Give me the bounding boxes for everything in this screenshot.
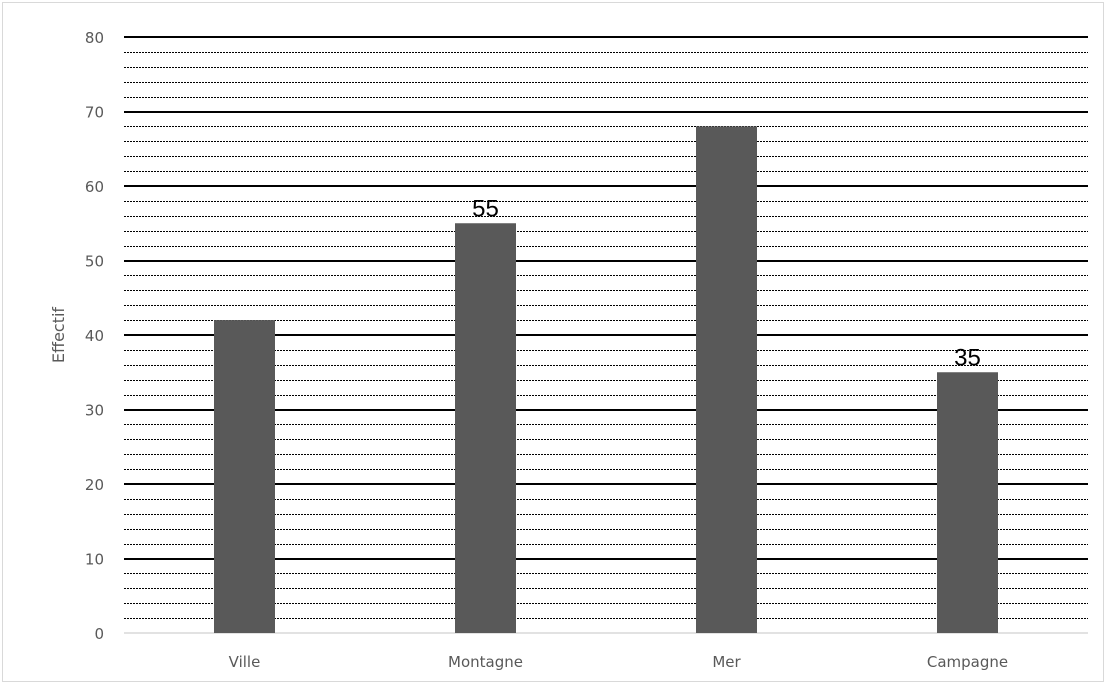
y-tick-label: 30 xyxy=(85,402,104,420)
x-tick-label: Campagne xyxy=(927,653,1008,671)
x-tick-labels: Ville Montagne Mer Campagne xyxy=(229,653,1008,671)
bar xyxy=(214,320,275,633)
bars xyxy=(214,126,998,633)
bar xyxy=(937,372,998,633)
data-label: 35 xyxy=(954,344,981,371)
y-tick-label: 80 xyxy=(85,29,104,47)
y-tick-label: 40 xyxy=(85,327,104,345)
y-tick-label: 20 xyxy=(85,476,104,494)
y-tick-label: 10 xyxy=(85,551,104,569)
y-tick-label: 60 xyxy=(85,178,104,196)
x-tick-label: Montagne xyxy=(448,653,523,671)
bar xyxy=(455,223,516,633)
y-tick-label: 50 xyxy=(85,253,104,271)
x-tick-label: Mer xyxy=(712,653,741,671)
y-tick-label: 0 xyxy=(94,625,104,643)
data-label: 55 xyxy=(472,195,499,222)
x-tick-label: Ville xyxy=(229,653,261,671)
bar xyxy=(696,126,757,633)
y-tick-labels: 0 10 20 30 40 50 60 70 80 xyxy=(85,29,104,643)
y-axis-label: Effectif xyxy=(49,307,68,363)
y-tick-label: 70 xyxy=(85,104,104,122)
